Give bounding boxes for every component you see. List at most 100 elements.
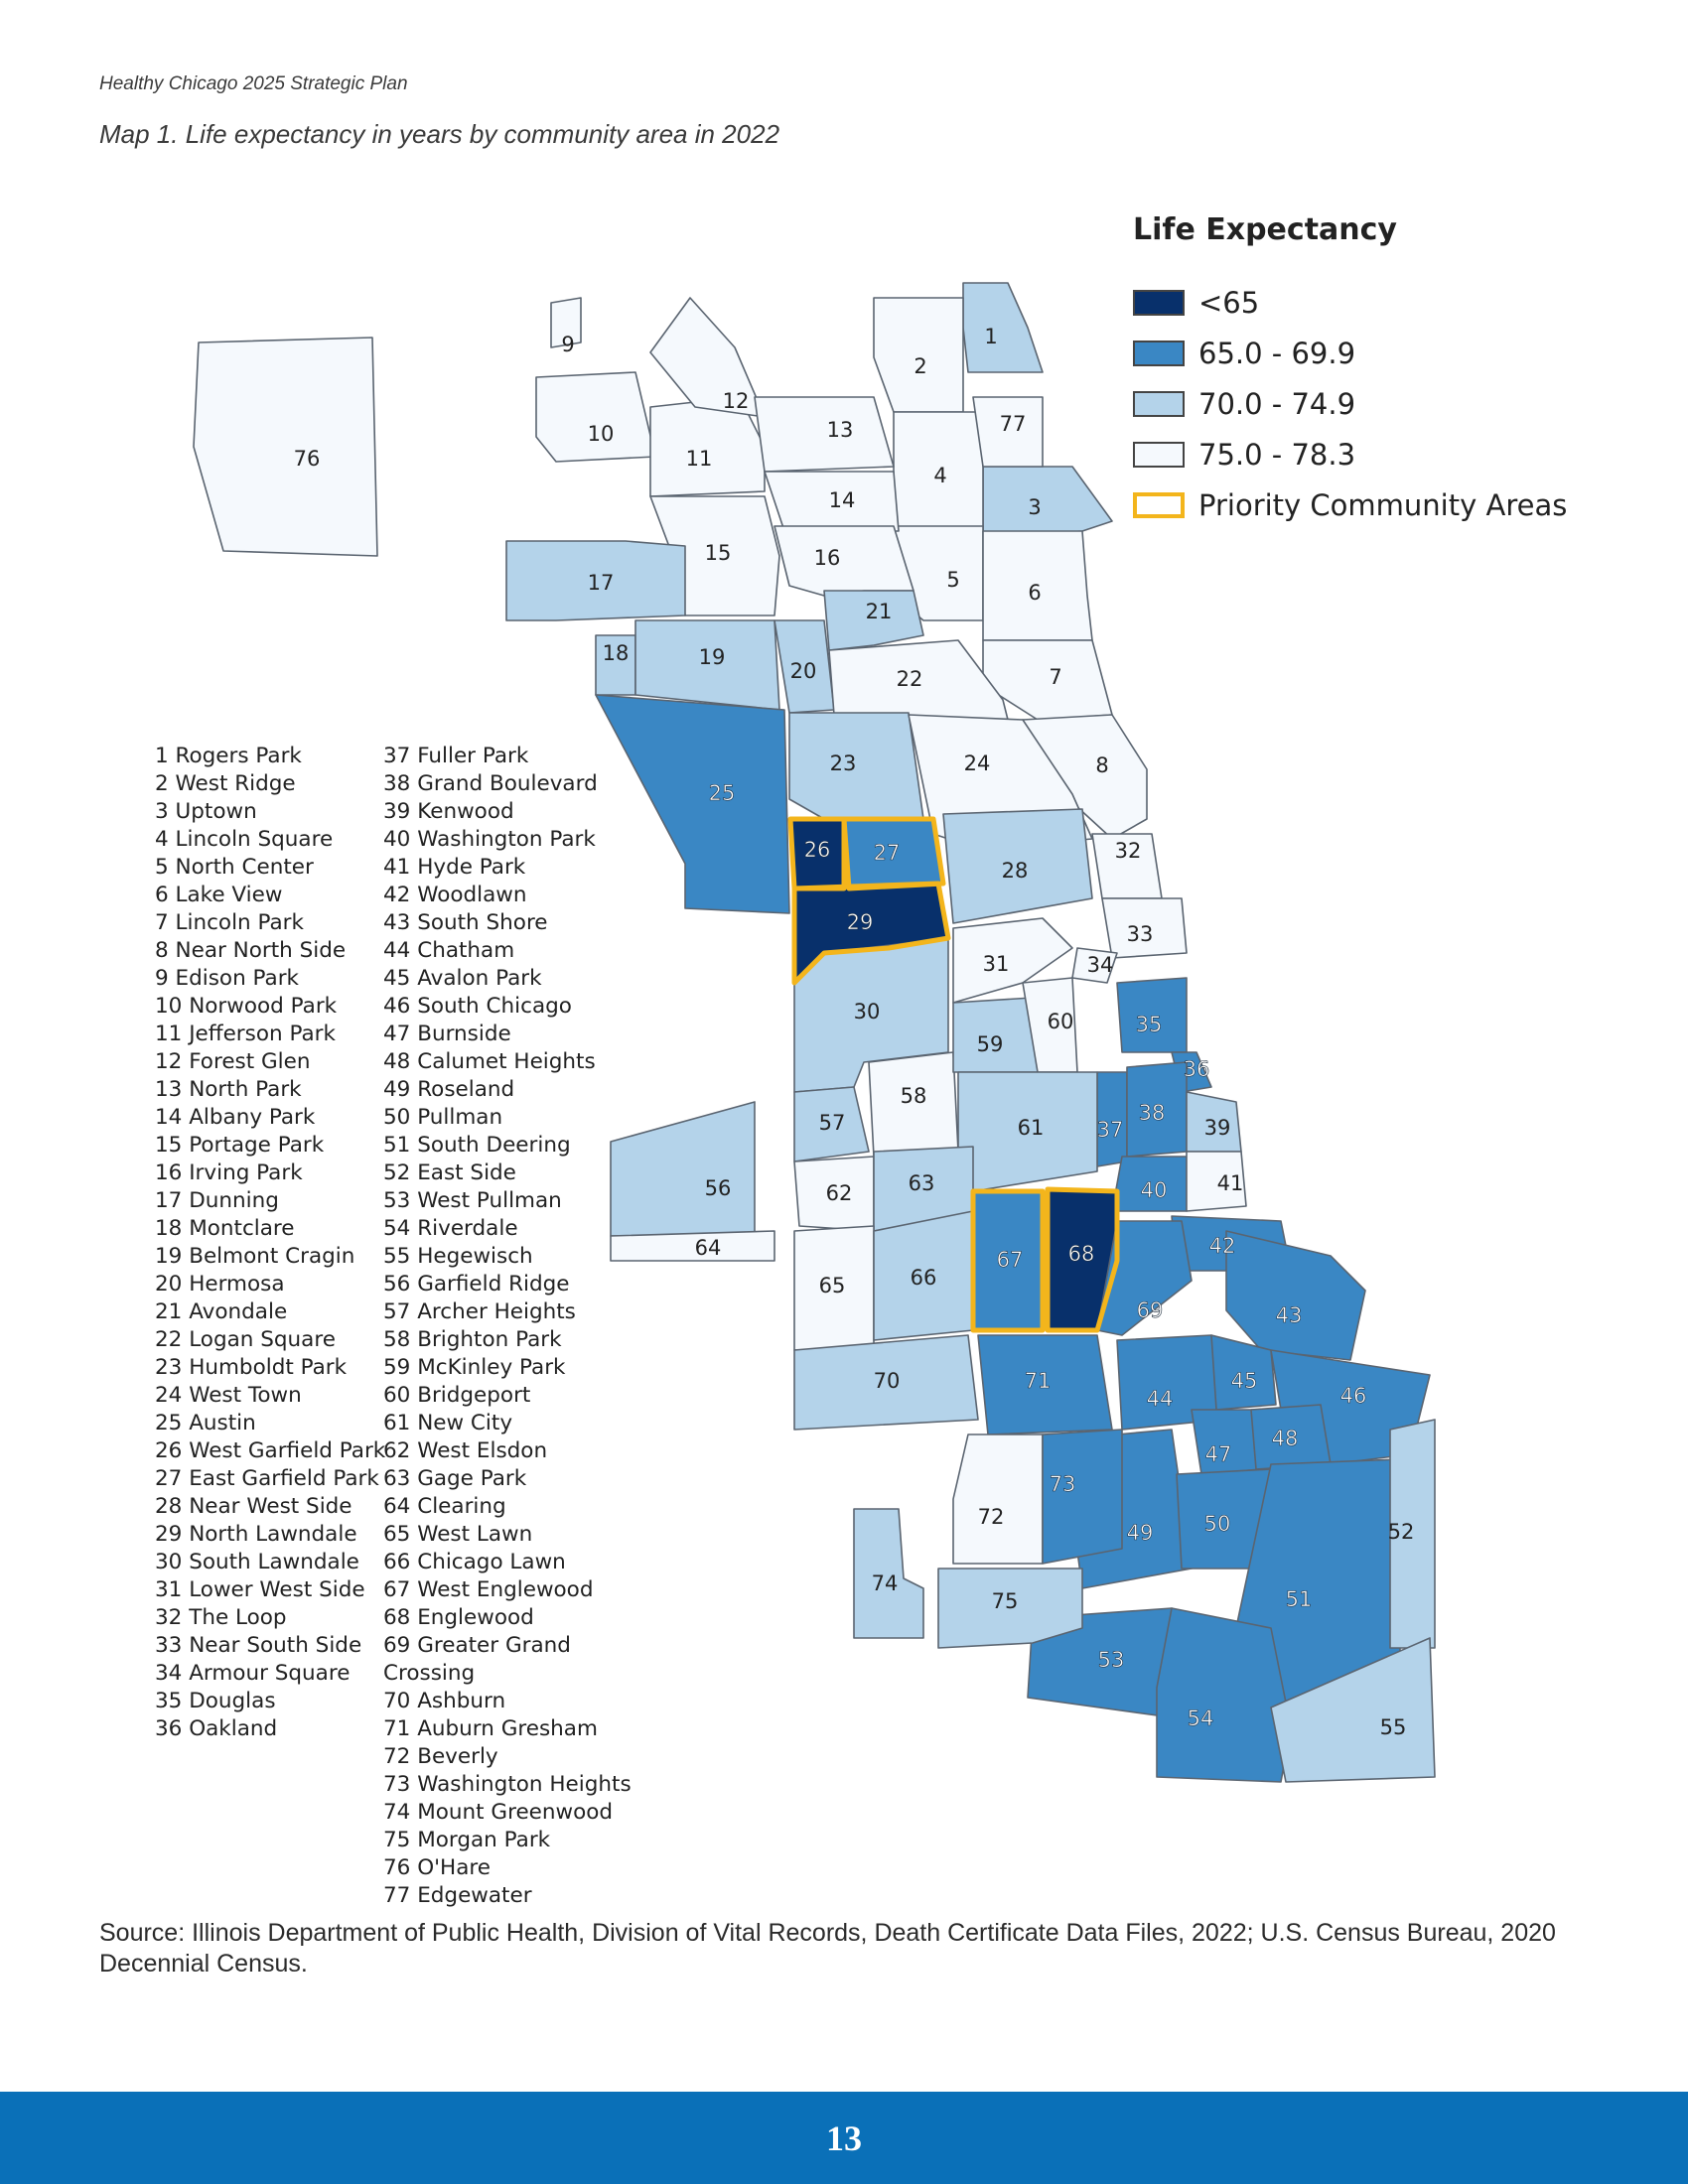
area-label-18: 18 bbox=[603, 641, 630, 665]
community-name: 49 Roseland bbox=[383, 1077, 515, 1102]
legend-label: 75.0 - 78.3 bbox=[1198, 438, 1356, 472]
area-label-60: 60 bbox=[1048, 1010, 1074, 1033]
area-label-27: 27 bbox=[874, 841, 901, 865]
area-label-53: 53 bbox=[1098, 1648, 1125, 1672]
community-area-14 bbox=[764, 471, 900, 532]
community-area-1 bbox=[962, 282, 1044, 373]
area-label-1: 1 bbox=[984, 325, 997, 348]
legend-swatch bbox=[1133, 492, 1185, 518]
area-label-13: 13 bbox=[827, 418, 854, 442]
community-name: 74 Mount Greenwood bbox=[383, 1800, 614, 1825]
community-name: 33 Near South Side bbox=[155, 1633, 362, 1658]
community-area-21 bbox=[823, 590, 924, 651]
community-name: 14 Albany Park bbox=[155, 1105, 316, 1130]
community-name: 19 Belmont Cragin bbox=[155, 1244, 355, 1269]
area-label-58: 58 bbox=[901, 1084, 927, 1108]
area-label-32: 32 bbox=[1115, 839, 1142, 863]
community-name: 45 Avalon Park bbox=[383, 966, 542, 991]
community-area-61 bbox=[957, 1071, 1098, 1192]
community-name: 24 West Town bbox=[155, 1383, 302, 1408]
community-name: 62 West Elsdon bbox=[383, 1438, 548, 1463]
area-label-50: 50 bbox=[1204, 1512, 1231, 1536]
area-label-55: 55 bbox=[1380, 1715, 1407, 1739]
area-label-5: 5 bbox=[946, 568, 959, 592]
area-label-64: 64 bbox=[695, 1236, 722, 1260]
community-area-16 bbox=[774, 525, 914, 597]
community-name: 37 Fuller Park bbox=[383, 744, 529, 768]
community-name: 44 Chatham bbox=[383, 938, 515, 963]
community-name: 26 West Garfield Park bbox=[155, 1438, 386, 1463]
community-name: 31 Lower West Side bbox=[155, 1577, 365, 1602]
community-name: 65 West Lawn bbox=[383, 1522, 533, 1547]
community-area-55 bbox=[1270, 1637, 1436, 1783]
area-label-24: 24 bbox=[964, 751, 991, 775]
area-label-25: 25 bbox=[709, 781, 736, 805]
community-name: 43 South Shore bbox=[383, 910, 548, 935]
area-shapes bbox=[193, 282, 1436, 1783]
community-name: 55 Hegewisch bbox=[383, 1244, 533, 1269]
community-name: 71 Auburn Gresham bbox=[383, 1716, 598, 1741]
area-label-23: 23 bbox=[830, 751, 857, 775]
community-name: 50 Pullman bbox=[383, 1105, 503, 1130]
area-label-2: 2 bbox=[914, 354, 926, 378]
community-name: 28 Near West Side bbox=[155, 1494, 352, 1519]
area-label-43: 43 bbox=[1276, 1303, 1303, 1327]
community-name: 30 South Lawndale bbox=[155, 1550, 359, 1574]
community-name: 52 East Side bbox=[383, 1160, 516, 1185]
area-label-69: 69 bbox=[1137, 1298, 1164, 1322]
legend-item: Priority Community Areas bbox=[1133, 488, 1567, 522]
community-name-list-1: 1 Rogers Park 2 West Ridge 3 Uptown 4 Linco… bbox=[155, 743, 385, 1743]
area-label-16: 16 bbox=[814, 546, 841, 570]
community-name: 75 Morgan Park bbox=[383, 1828, 551, 1852]
legend-item: 75.0 - 78.3 bbox=[1133, 438, 1356, 472]
community-area-77 bbox=[972, 396, 1044, 468]
community-name: 8 Near North Side bbox=[155, 938, 347, 963]
page-number: 13 bbox=[826, 2117, 862, 2158]
area-label-44: 44 bbox=[1147, 1387, 1174, 1411]
community-name: 41 Hyde Park bbox=[383, 855, 526, 880]
area-label-46: 46 bbox=[1340, 1384, 1367, 1408]
area-label-28: 28 bbox=[1002, 859, 1029, 883]
community-name: 72 Beverly bbox=[383, 1744, 498, 1769]
community-name: Crossing bbox=[383, 1661, 476, 1686]
legend-label: 65.0 - 69.9 bbox=[1198, 337, 1356, 370]
area-label-10: 10 bbox=[588, 422, 615, 446]
community-name: 60 Bridgeport bbox=[383, 1383, 531, 1408]
community-name: 34 Armour Square bbox=[155, 1661, 351, 1686]
community-area-23 bbox=[788, 712, 924, 820]
area-label-4: 4 bbox=[933, 464, 946, 487]
community-name: 22 Logan Square bbox=[155, 1327, 336, 1352]
community-name: 17 Dunning bbox=[155, 1188, 279, 1213]
community-name: 61 New City bbox=[383, 1411, 513, 1435]
area-label-14: 14 bbox=[829, 488, 856, 512]
area-label-22: 22 bbox=[897, 667, 923, 691]
community-name: 13 North Park bbox=[155, 1077, 302, 1102]
area-label-45: 45 bbox=[1231, 1369, 1258, 1393]
area-label-62: 62 bbox=[826, 1181, 853, 1205]
area-label-19: 19 bbox=[699, 645, 726, 669]
area-label-33: 33 bbox=[1127, 922, 1154, 946]
area-label-67: 67 bbox=[997, 1248, 1024, 1272]
community-name: 40 Washington Park bbox=[383, 827, 596, 852]
community-name: 39 Kenwood bbox=[383, 799, 514, 824]
legend-label: <65 bbox=[1198, 286, 1260, 320]
area-label-75: 75 bbox=[992, 1589, 1019, 1613]
community-area-64 bbox=[610, 1230, 775, 1262]
legend-swatch bbox=[1133, 341, 1185, 366]
community-name: 54 Riverdale bbox=[383, 1216, 518, 1241]
area-label-7: 7 bbox=[1049, 665, 1061, 689]
community-name: 66 Chicago Lawn bbox=[383, 1550, 566, 1574]
area-label-42: 42 bbox=[1209, 1234, 1236, 1258]
community-area-6 bbox=[982, 530, 1093, 641]
source-note: Source: Illinois Department of Public He… bbox=[99, 1919, 1556, 1978]
legend-item: 70.0 - 74.9 bbox=[1133, 387, 1355, 421]
community-name: 32 The Loop bbox=[155, 1605, 287, 1630]
community-name: 12 Forest Glen bbox=[155, 1049, 311, 1074]
area-label-76: 76 bbox=[294, 447, 321, 471]
community-name: 64 Clearing bbox=[383, 1494, 506, 1519]
community-name: 58 Brighton Park bbox=[383, 1327, 562, 1352]
community-name: 6 Lake View bbox=[155, 883, 283, 907]
area-label-34: 34 bbox=[1087, 953, 1114, 977]
